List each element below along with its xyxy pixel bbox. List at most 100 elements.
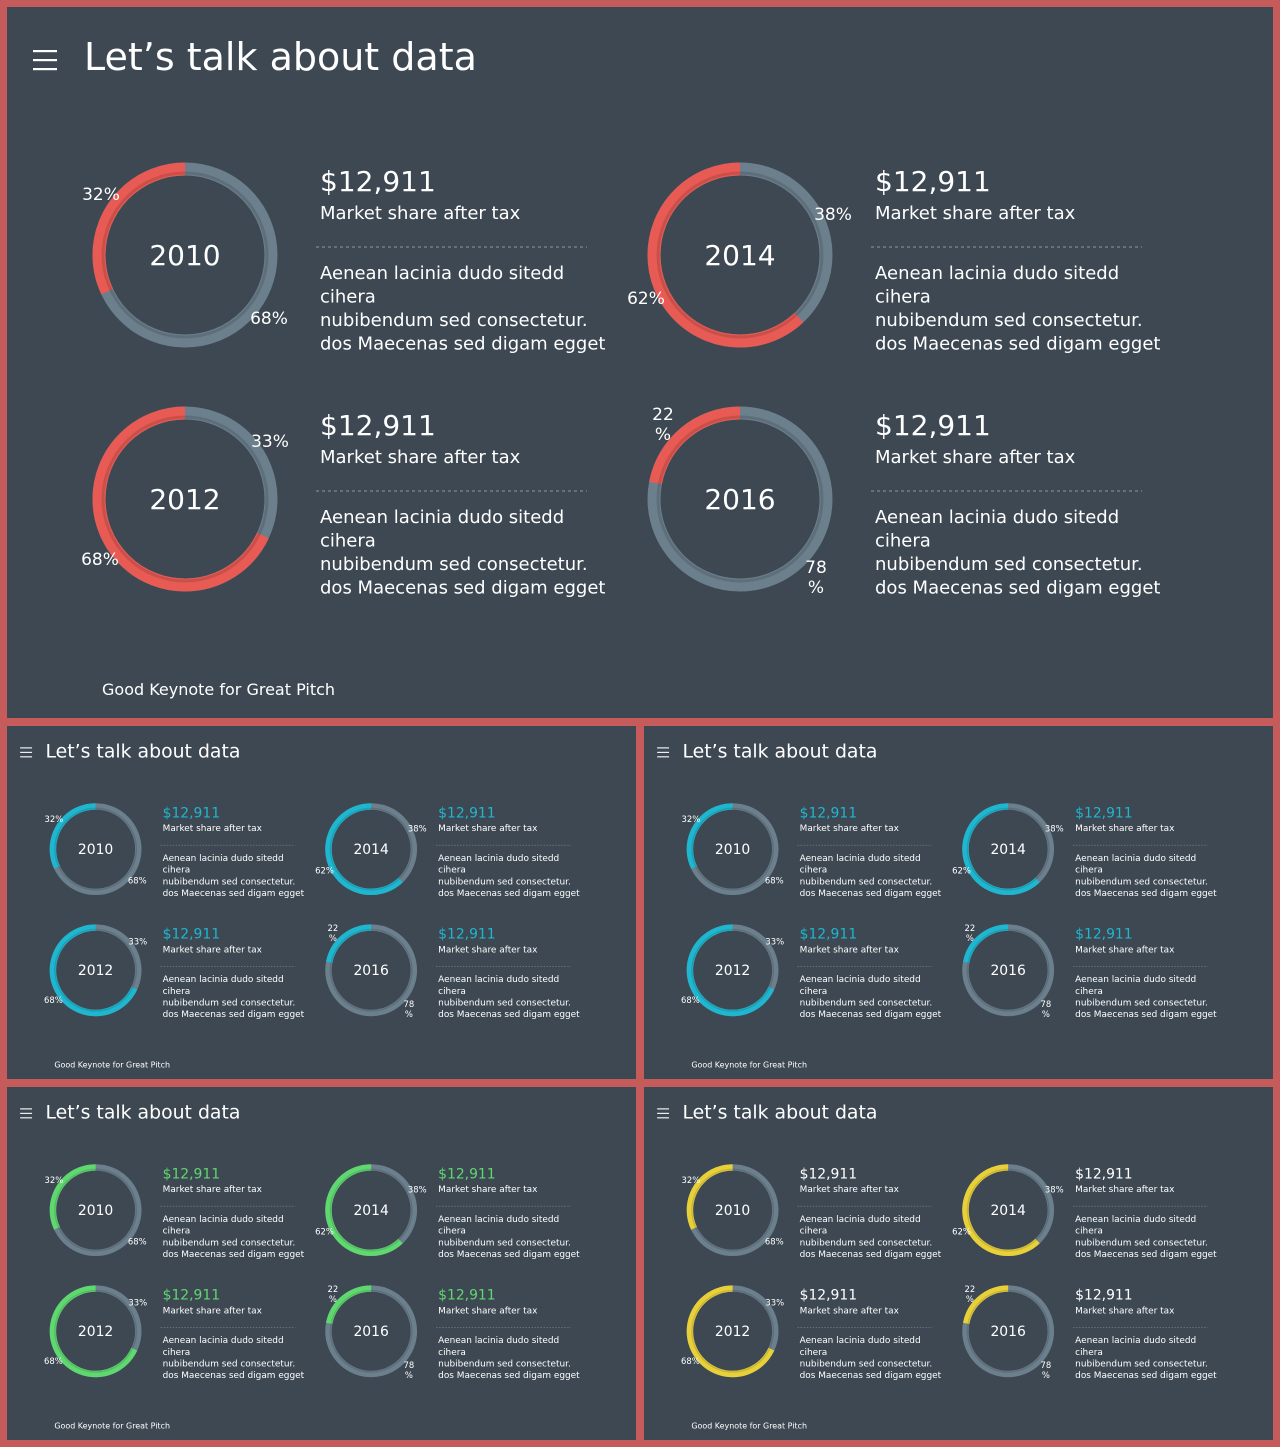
body-text-line: Aenean lacinia dudo sitedd	[875, 263, 1119, 284]
body-text-line: Aenean lacinia dudo sitedd	[800, 854, 921, 864]
percent-label-unit: %	[405, 1370, 413, 1380]
price-value: $12,911	[320, 165, 436, 198]
price-subtitle: Market share after tax	[163, 945, 262, 955]
price-value: $12,911	[1075, 1287, 1132, 1303]
data-block-2014: 2014 $12,911 Market share after tax Aenean …	[647, 162, 1160, 355]
percent-label-unit: %	[1042, 1370, 1050, 1380]
price-subtitle: Market share after tax	[800, 945, 899, 955]
donut-chart	[49, 1285, 142, 1378]
percent-label: 22	[965, 923, 976, 933]
body-text-line: nubibendum sed consectetur.	[438, 1360, 571, 1370]
menu-icon-bar	[657, 1112, 670, 1114]
donut-accent-arc	[962, 803, 1055, 896]
menu-icon[interactable]	[657, 1108, 670, 1119]
slide-title: Let’s talk about data	[45, 740, 240, 762]
donut-chart	[647, 406, 833, 592]
price-subtitle: Market share after tax	[800, 824, 899, 834]
body-text-line: Aenean lacinia dudo sitedd	[320, 263, 564, 284]
donut-year-label: 2010	[78, 1203, 113, 1219]
body-text-line: cihera	[438, 987, 466, 997]
body-text-line: cihera	[163, 866, 191, 876]
percent-label: 22	[652, 405, 674, 425]
percent-label: 22	[328, 1284, 339, 1294]
percent-label: 68%	[44, 1356, 63, 1366]
percent-label: 68%	[81, 550, 119, 570]
percent-label: 68%	[44, 995, 63, 1005]
price-value: $12,911	[1075, 926, 1132, 942]
donut-year-label: 2014	[353, 1203, 389, 1219]
percent-label: 68%	[765, 875, 784, 885]
data-block-2014: 2014 $12,911 Market share after tax Aenean …	[325, 803, 580, 899]
menu-icon[interactable]	[20, 747, 33, 758]
donut-year-label: 2012	[715, 963, 750, 979]
slide-thumbnail-cyan-1: Let’s talk about data 2010 $12,911 Market s…	[7, 726, 636, 1079]
donut-chart	[92, 162, 278, 348]
data-block-2016: 2016 $12,911 Market share after tax Aenean …	[962, 1285, 1217, 1381]
donut-year-label: 2010	[149, 239, 220, 272]
price-value: $12,911	[875, 409, 991, 442]
donut-inner-shade	[691, 807, 775, 891]
percent-label: 33%	[128, 936, 147, 946]
menu-icon[interactable]	[33, 50, 57, 71]
donut-chart	[647, 162, 833, 348]
body-text-line: cihera	[438, 1348, 466, 1358]
percent-label: 33%	[765, 1297, 784, 1307]
donut-chart	[962, 1164, 1055, 1257]
price-value: $12,911	[800, 1287, 857, 1303]
donut-inner-shade	[656, 415, 824, 583]
percent-label: 22	[328, 923, 339, 933]
donut-inner-shade	[54, 1289, 138, 1373]
percent-label: 68%	[681, 995, 700, 1005]
body-text-line: nubibendum sed consectetur.	[163, 1360, 296, 1370]
body-text-line: cihera	[163, 987, 191, 997]
body-text-line: dos Maecenas sed digam egget	[1075, 1250, 1217, 1260]
body-text-line: cihera	[438, 1227, 466, 1237]
donut-chart	[962, 803, 1055, 896]
donut-accent-arc	[962, 1285, 1055, 1378]
body-text-line: nubibendum sed consectetur.	[1075, 999, 1208, 1009]
body-text-line: Aenean lacinia dudo sitedd	[800, 1336, 921, 1346]
donut-inner-shade	[54, 1168, 138, 1252]
body-text-line: nubibendum sed consectetur.	[1075, 1360, 1208, 1370]
price-subtitle: Market share after tax	[438, 945, 537, 955]
slide-canvas: Let’s talk about data 2010 $12,911 Market s…	[20, 740, 580, 1070]
slide-canvas: Let’s talk about data 2010 $12,911 Market s…	[33, 35, 1160, 699]
menu-icon-bar	[20, 751, 33, 753]
body-text-line: Aenean lacinia dudo sitedd	[1075, 975, 1196, 985]
percent-label: 32%	[682, 814, 701, 824]
body-text-line: cihera	[800, 987, 828, 997]
data-block-2012: 2012 $12,911 Market share after tax Aenean …	[92, 406, 605, 599]
donut-chart	[686, 1164, 779, 1257]
body-text-line: Aenean lacinia dudo sitedd	[1075, 1215, 1196, 1225]
price-subtitle: Market share after tax	[320, 447, 521, 468]
donut-accent-arc	[647, 162, 833, 348]
donut-accent-arc	[49, 803, 142, 896]
body-text-line: Aenean lacinia dudo sitedd	[163, 1336, 284, 1346]
donut-accent-arc	[325, 924, 418, 1017]
percent-label: 68%	[128, 1236, 147, 1246]
data-block-2010: 2010 $12,911 Market share after tax Aenean …	[92, 162, 605, 355]
menu-icon-bar	[33, 68, 57, 71]
donut-inner-shade	[691, 1168, 775, 1252]
donut-year-label: 2014	[990, 842, 1026, 858]
price-subtitle: Market share after tax	[163, 824, 262, 834]
donut-accent-arc	[92, 406, 278, 592]
menu-icon-bar	[20, 1117, 33, 1119]
donut-accent-arc	[49, 924, 142, 1017]
donut-inner-shade	[101, 171, 269, 339]
body-text-line: cihera	[1075, 1348, 1103, 1358]
donut-accent-arc	[686, 1285, 779, 1378]
percent-label-unit: %	[329, 933, 337, 943]
body-text-line: nubibendum sed consectetur.	[1075, 877, 1208, 887]
price-subtitle: Market share after tax	[875, 447, 1076, 468]
donut-year-label: 2012	[149, 483, 220, 516]
menu-icon[interactable]	[20, 1108, 33, 1119]
body-text-line: cihera	[875, 287, 931, 308]
body-text-line: nubibendum sed consectetur.	[438, 1238, 571, 1248]
donut-accent-arc	[686, 803, 779, 896]
menu-icon[interactable]	[657, 747, 670, 758]
slide-footer: Good Keynote for Great Pitch	[54, 1061, 170, 1070]
percent-label-unit: %	[329, 1294, 337, 1304]
donut-chart	[325, 924, 418, 1017]
price-subtitle: Market share after tax	[163, 1306, 262, 1316]
